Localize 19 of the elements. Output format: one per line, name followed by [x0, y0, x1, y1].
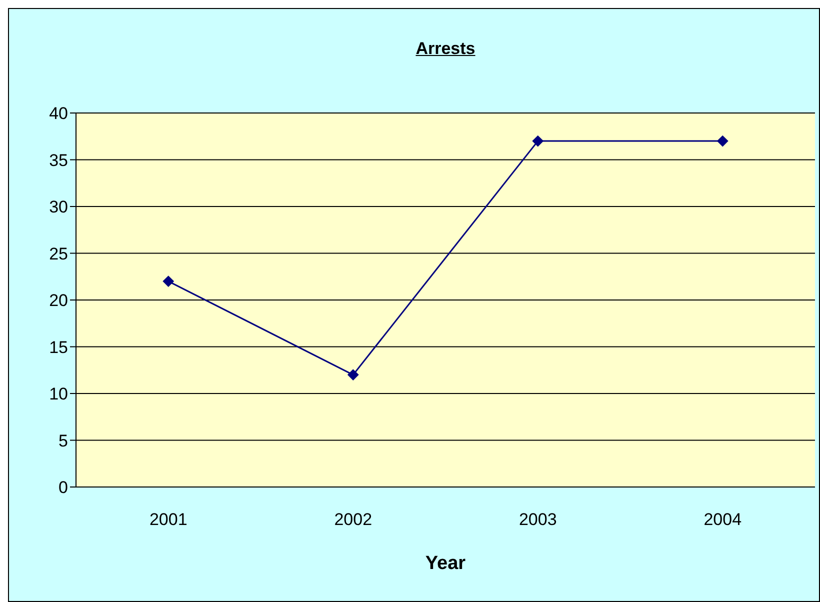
x-tick-label: 2003 — [518, 510, 557, 530]
y-tick-label: 10 — [49, 384, 68, 404]
x-tick-label: 2004 — [704, 510, 742, 530]
x-axis-title: Year — [425, 553, 466, 574]
x-tick-label: 2001 — [149, 510, 188, 530]
x-tick-label: 2002 — [334, 510, 372, 530]
y-tick-label: 25 — [49, 244, 68, 264]
y-tick-label: 40 — [49, 104, 68, 124]
y-tick-label: 35 — [49, 150, 68, 170]
y-tick-label: 5 — [58, 431, 68, 450]
point — [532, 136, 544, 147]
y-tick-label: 30 — [49, 198, 68, 217]
y-tick-label: 20 — [49, 291, 68, 310]
point — [162, 276, 174, 287]
y-tick-label: 0 — [58, 478, 68, 498]
chart-title: Arrests — [414, 39, 476, 59]
y-tick-label: 15 — [49, 338, 68, 357]
point — [717, 136, 728, 147]
point — [348, 369, 359, 380]
